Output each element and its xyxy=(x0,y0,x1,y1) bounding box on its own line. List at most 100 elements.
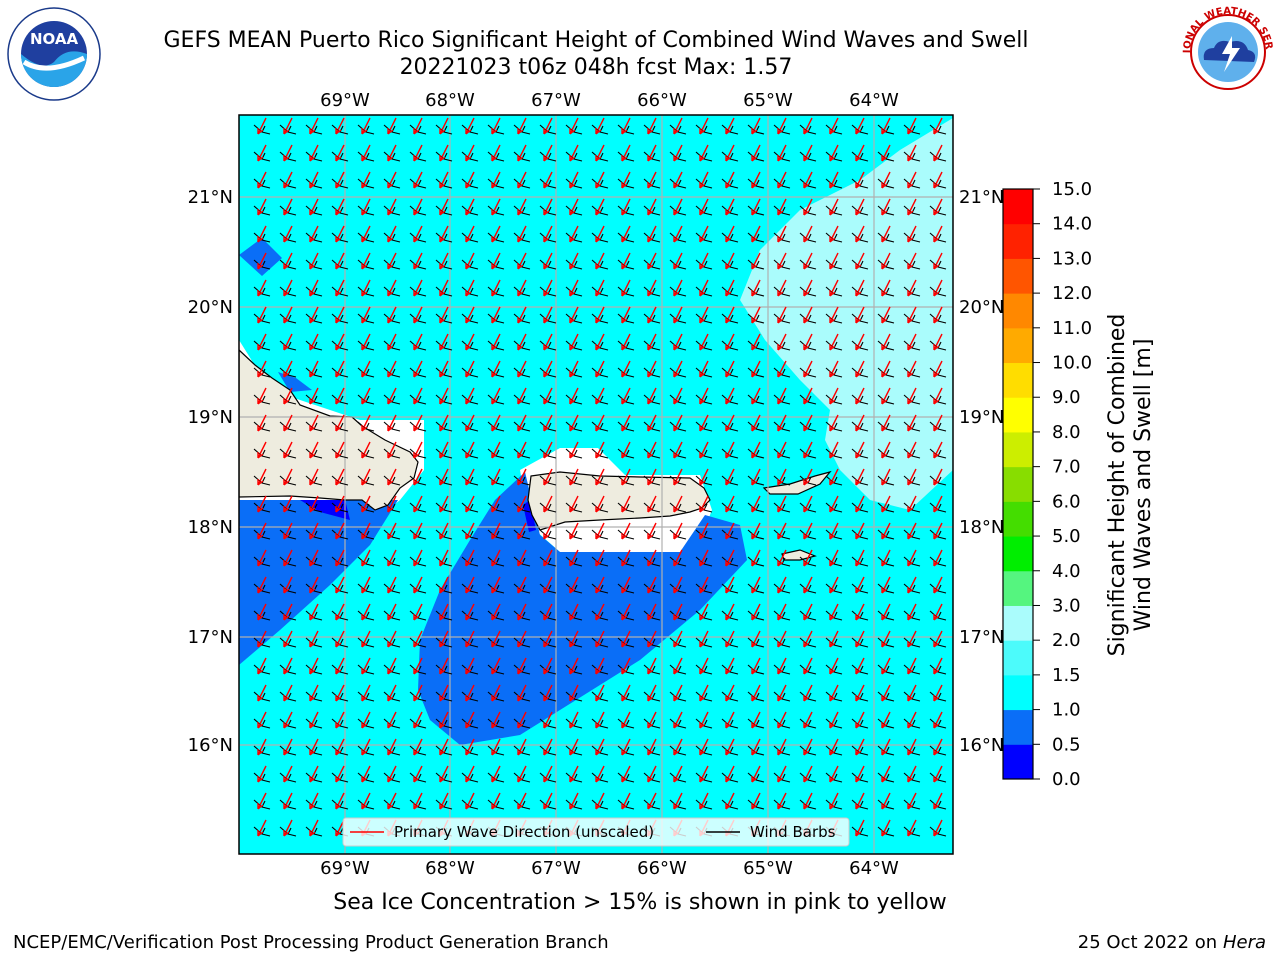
wave-height-0-0.5-region xyxy=(300,500,350,520)
wave-direction-arrow xyxy=(309,171,319,189)
wave-direction-arrow xyxy=(777,765,787,783)
noaa-logo: NOAA xyxy=(7,7,101,101)
wave-direction-arrow xyxy=(777,252,787,270)
wave-direction-arrow xyxy=(595,333,605,351)
wave-direction-arrow xyxy=(907,333,917,351)
wave-direction-arrow xyxy=(881,576,891,594)
wave-direction-arrow xyxy=(465,657,475,675)
wave-direction-arrow xyxy=(621,414,631,432)
wave-direction-arrow xyxy=(829,414,839,432)
wave-direction-arrow xyxy=(361,198,371,216)
wave-direction-arrow xyxy=(725,252,735,270)
wave-direction-arrow xyxy=(413,387,423,405)
wave-direction-arrow xyxy=(621,792,631,810)
wave-direction-arrow xyxy=(751,630,761,648)
wave-direction-arrow xyxy=(829,333,839,351)
wave-direction-arrow xyxy=(257,306,267,324)
wave-direction-arrow xyxy=(777,360,787,378)
wave-direction-arrow xyxy=(517,117,527,135)
wave-direction-arrow xyxy=(725,711,735,729)
wave-direction-arrow xyxy=(699,387,709,405)
colorbar-swatch xyxy=(1003,536,1033,572)
wave-direction-arrow xyxy=(725,522,735,540)
wave-direction-arrow xyxy=(699,576,709,594)
wave-direction-arrow xyxy=(829,360,839,378)
wave-direction-arrow xyxy=(881,495,891,513)
wave-direction-arrow xyxy=(933,171,943,189)
wave-direction-arrow xyxy=(829,117,839,135)
wave-direction-arrow xyxy=(595,657,605,675)
noaa-logo-text: NOAA xyxy=(30,30,79,48)
wave-direction-arrow xyxy=(673,468,683,486)
wave-direction-arrow xyxy=(439,711,449,729)
wave-direction-arrow xyxy=(673,117,683,135)
wave-direction-arrow xyxy=(647,252,657,270)
wave-direction-arrow xyxy=(829,765,839,783)
wave-direction-arrow xyxy=(751,279,761,297)
wave-direction-arrow xyxy=(387,144,397,162)
wave-direction-arrow xyxy=(699,117,709,135)
wave-direction-arrow xyxy=(309,738,319,756)
wave-direction-arrow xyxy=(517,549,527,567)
wave-direction-arrow xyxy=(517,576,527,594)
wave-direction-arrow xyxy=(361,144,371,162)
wave-direction-arrow xyxy=(439,468,449,486)
wave-direction-arrow xyxy=(335,441,345,459)
wave-direction-arrow xyxy=(361,252,371,270)
wave-direction-arrow xyxy=(933,819,943,837)
wave-direction-arrow xyxy=(413,603,423,621)
wave-direction-arrow xyxy=(361,306,371,324)
wave-direction-arrow xyxy=(335,171,345,189)
wave-direction-arrow xyxy=(413,144,423,162)
wave-direction-arrow xyxy=(777,603,787,621)
wave-direction-arrow xyxy=(595,468,605,486)
colorbar-tick-label: 6.0 xyxy=(1052,491,1081,512)
colorbar-swatch xyxy=(1003,640,1033,676)
wave-direction-arrow xyxy=(465,468,475,486)
wave-direction-arrow xyxy=(803,117,813,135)
wave-direction-arrow xyxy=(881,252,891,270)
wave-direction-arrow xyxy=(907,414,917,432)
wave-direction-arrow xyxy=(699,333,709,351)
wave-direction-arrow xyxy=(335,576,345,594)
wave-direction-arrows-layer xyxy=(257,117,943,837)
wave-direction-arrow xyxy=(673,171,683,189)
colorbar xyxy=(1003,189,1033,780)
wave-direction-arrow xyxy=(257,792,267,810)
wave-direction-arrow xyxy=(907,225,917,243)
wave-direction-arrow xyxy=(699,765,709,783)
wave-direction-arrow xyxy=(387,495,397,513)
wave-direction-arrow xyxy=(751,171,761,189)
wave-direction-arrow xyxy=(517,684,527,702)
wave-direction-arrow xyxy=(335,711,345,729)
lat-label-right: 21°N xyxy=(959,187,1004,208)
wave-direction-arrow xyxy=(387,252,397,270)
wave-direction-arrow xyxy=(673,603,683,621)
wave-direction-arrow xyxy=(751,522,761,540)
wave-direction-arrow xyxy=(933,711,943,729)
wave-direction-arrow xyxy=(387,198,397,216)
wave-direction-arrow xyxy=(829,171,839,189)
colorbar-swatch xyxy=(1003,258,1033,294)
wave-direction-arrow xyxy=(309,711,319,729)
wave-direction-arrow xyxy=(517,603,527,621)
lon-label-top: 68°W xyxy=(425,90,475,111)
wave-direction-arrow xyxy=(439,441,449,459)
wave-direction-arrow xyxy=(309,360,319,378)
wave-direction-arrow xyxy=(283,414,293,432)
wave-direction-arrow xyxy=(647,279,657,297)
wave-direction-arrow xyxy=(387,657,397,675)
wave-direction-arrow xyxy=(907,279,917,297)
wave-direction-arrow xyxy=(595,792,605,810)
wave-direction-arrow xyxy=(777,657,787,675)
wave-direction-arrow xyxy=(413,117,423,135)
wave-direction-arrow xyxy=(387,549,397,567)
wave-direction-arrow xyxy=(907,792,917,810)
wave-direction-arrow xyxy=(465,414,475,432)
wave-direction-arrow xyxy=(517,738,527,756)
wave-direction-arrow xyxy=(309,819,319,837)
wave-direction-arrow xyxy=(517,279,527,297)
wave-direction-arrow xyxy=(361,279,371,297)
wave-direction-arrow xyxy=(881,819,891,837)
wave-direction-arrow xyxy=(855,738,865,756)
